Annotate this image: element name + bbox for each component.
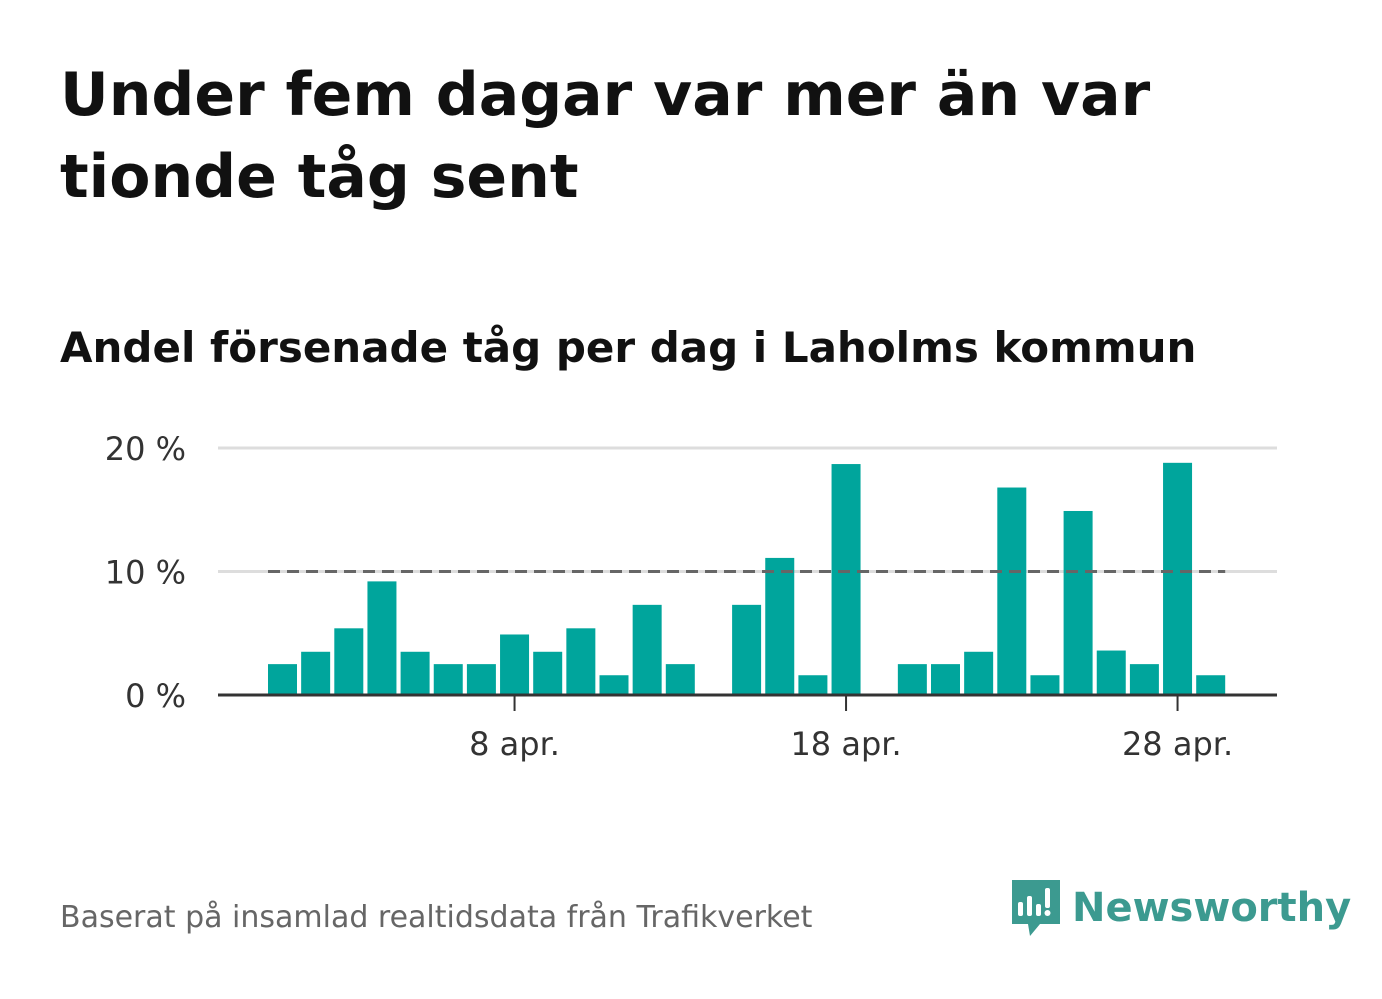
bar [765, 557, 795, 695]
x-tick-label: 8 apr. [469, 725, 560, 763]
bar [798, 675, 828, 695]
bar [931, 664, 960, 695]
bar [268, 664, 297, 695]
y-tick-label: 10 % [105, 554, 186, 592]
source-note: Baserat på insamlad realtidsdata från Tr… [60, 900, 813, 935]
y-tick-label: 0 % [125, 677, 186, 715]
bar [367, 581, 397, 695]
chart-subtitle: Andel försenade tåg per dag i Laholms ko… [60, 323, 1197, 372]
bar [1163, 462, 1193, 695]
bar [334, 628, 364, 695]
bar [466, 664, 496, 695]
bar [301, 651, 331, 695]
bar [500, 634, 530, 695]
x-tick-label: 18 apr. [790, 725, 901, 763]
bar [997, 487, 1027, 695]
x-tick-label: 28 apr. [1122, 725, 1233, 763]
bar [831, 464, 861, 695]
newsworthy-logo-icon [1012, 880, 1060, 936]
brand-name: Newsworthy [1072, 885, 1352, 931]
bar [433, 664, 463, 695]
y-tick-label: 20 % [105, 430, 186, 468]
bar [1063, 510, 1093, 695]
bar [665, 664, 695, 695]
bar [1096, 650, 1126, 695]
bar [1030, 675, 1060, 695]
brand-logo: Newsworthy [1010, 878, 1351, 938]
bar [732, 604, 762, 695]
bar [632, 604, 662, 695]
bar [897, 664, 927, 695]
bar-chart: 0 % 10 % 20 % 8 apr. 18 apr. 28 apr. [105, 430, 1277, 763]
bar [533, 651, 563, 695]
bar [1196, 675, 1226, 695]
bar [400, 651, 430, 695]
bar [566, 628, 596, 695]
chart-title: Under fem dagar var mer än var tionde tå… [60, 60, 1151, 212]
bar [599, 675, 629, 695]
bar [1129, 664, 1159, 695]
bar [964, 651, 994, 695]
